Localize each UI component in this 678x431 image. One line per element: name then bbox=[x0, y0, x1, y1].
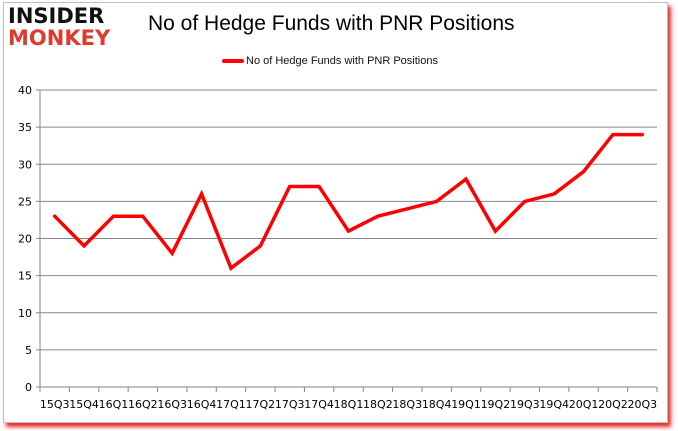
x-tick-label: 17Q3 bbox=[275, 398, 305, 411]
x-tick-label: 16Q1 bbox=[99, 398, 129, 411]
y-tick-label: 25 bbox=[18, 195, 32, 208]
y-tick-label: 0 bbox=[25, 381, 32, 394]
x-tick-label: 16Q2 bbox=[128, 398, 158, 411]
x-tick-label: 19Q2 bbox=[481, 398, 511, 411]
legend-label: No of Hedge Funds with PNR Positions bbox=[246, 55, 438, 67]
x-tick-label: 17Q4 bbox=[304, 398, 334, 411]
x-tick-label: 20Q3 bbox=[627, 398, 657, 411]
x-tick-label: 19Q1 bbox=[451, 398, 481, 411]
x-tick-label: 19Q3 bbox=[510, 398, 540, 411]
logo-line-1: INSIDER bbox=[8, 4, 105, 28]
y-tick-label: 35 bbox=[18, 121, 32, 134]
chart-title: No of Hedge Funds with PNR Positions bbox=[148, 12, 515, 35]
x-tick-label: 16Q3 bbox=[157, 398, 187, 411]
y-tick-label: 20 bbox=[18, 233, 32, 246]
x-tick-label: 15Q4 bbox=[69, 398, 99, 411]
x-tick-label: 18Q1 bbox=[334, 398, 364, 411]
x-tick-label: 17Q2 bbox=[246, 398, 276, 411]
x-tick-label: 18Q2 bbox=[363, 398, 393, 411]
x-tick-label: 18Q3 bbox=[392, 398, 422, 411]
legend-swatch-icon bbox=[222, 59, 244, 63]
x-tick-label: 18Q4 bbox=[422, 398, 452, 411]
x-tick-label: 15Q3 bbox=[40, 398, 70, 411]
x-tick-label: 17Q1 bbox=[216, 398, 246, 411]
y-tick-label: 15 bbox=[18, 270, 32, 283]
y-tick-label: 30 bbox=[18, 158, 32, 171]
y-tick-label: 10 bbox=[18, 307, 32, 320]
chart-legend: No of Hedge Funds with PNR Positions bbox=[222, 55, 438, 67]
x-tick-label: 16Q4 bbox=[187, 398, 217, 411]
logo-line-2: MONKEY bbox=[8, 26, 111, 50]
y-tick-label: 5 bbox=[25, 344, 32, 357]
x-tick-label: 19Q4 bbox=[539, 398, 569, 411]
y-tick-label: 40 bbox=[18, 84, 32, 97]
series-line bbox=[52, 132, 645, 271]
insider-monkey-logo: INSIDER MONKEY bbox=[8, 6, 110, 49]
x-tick-label: 20Q1 bbox=[569, 398, 599, 411]
x-tick-label: 20Q2 bbox=[598, 398, 628, 411]
